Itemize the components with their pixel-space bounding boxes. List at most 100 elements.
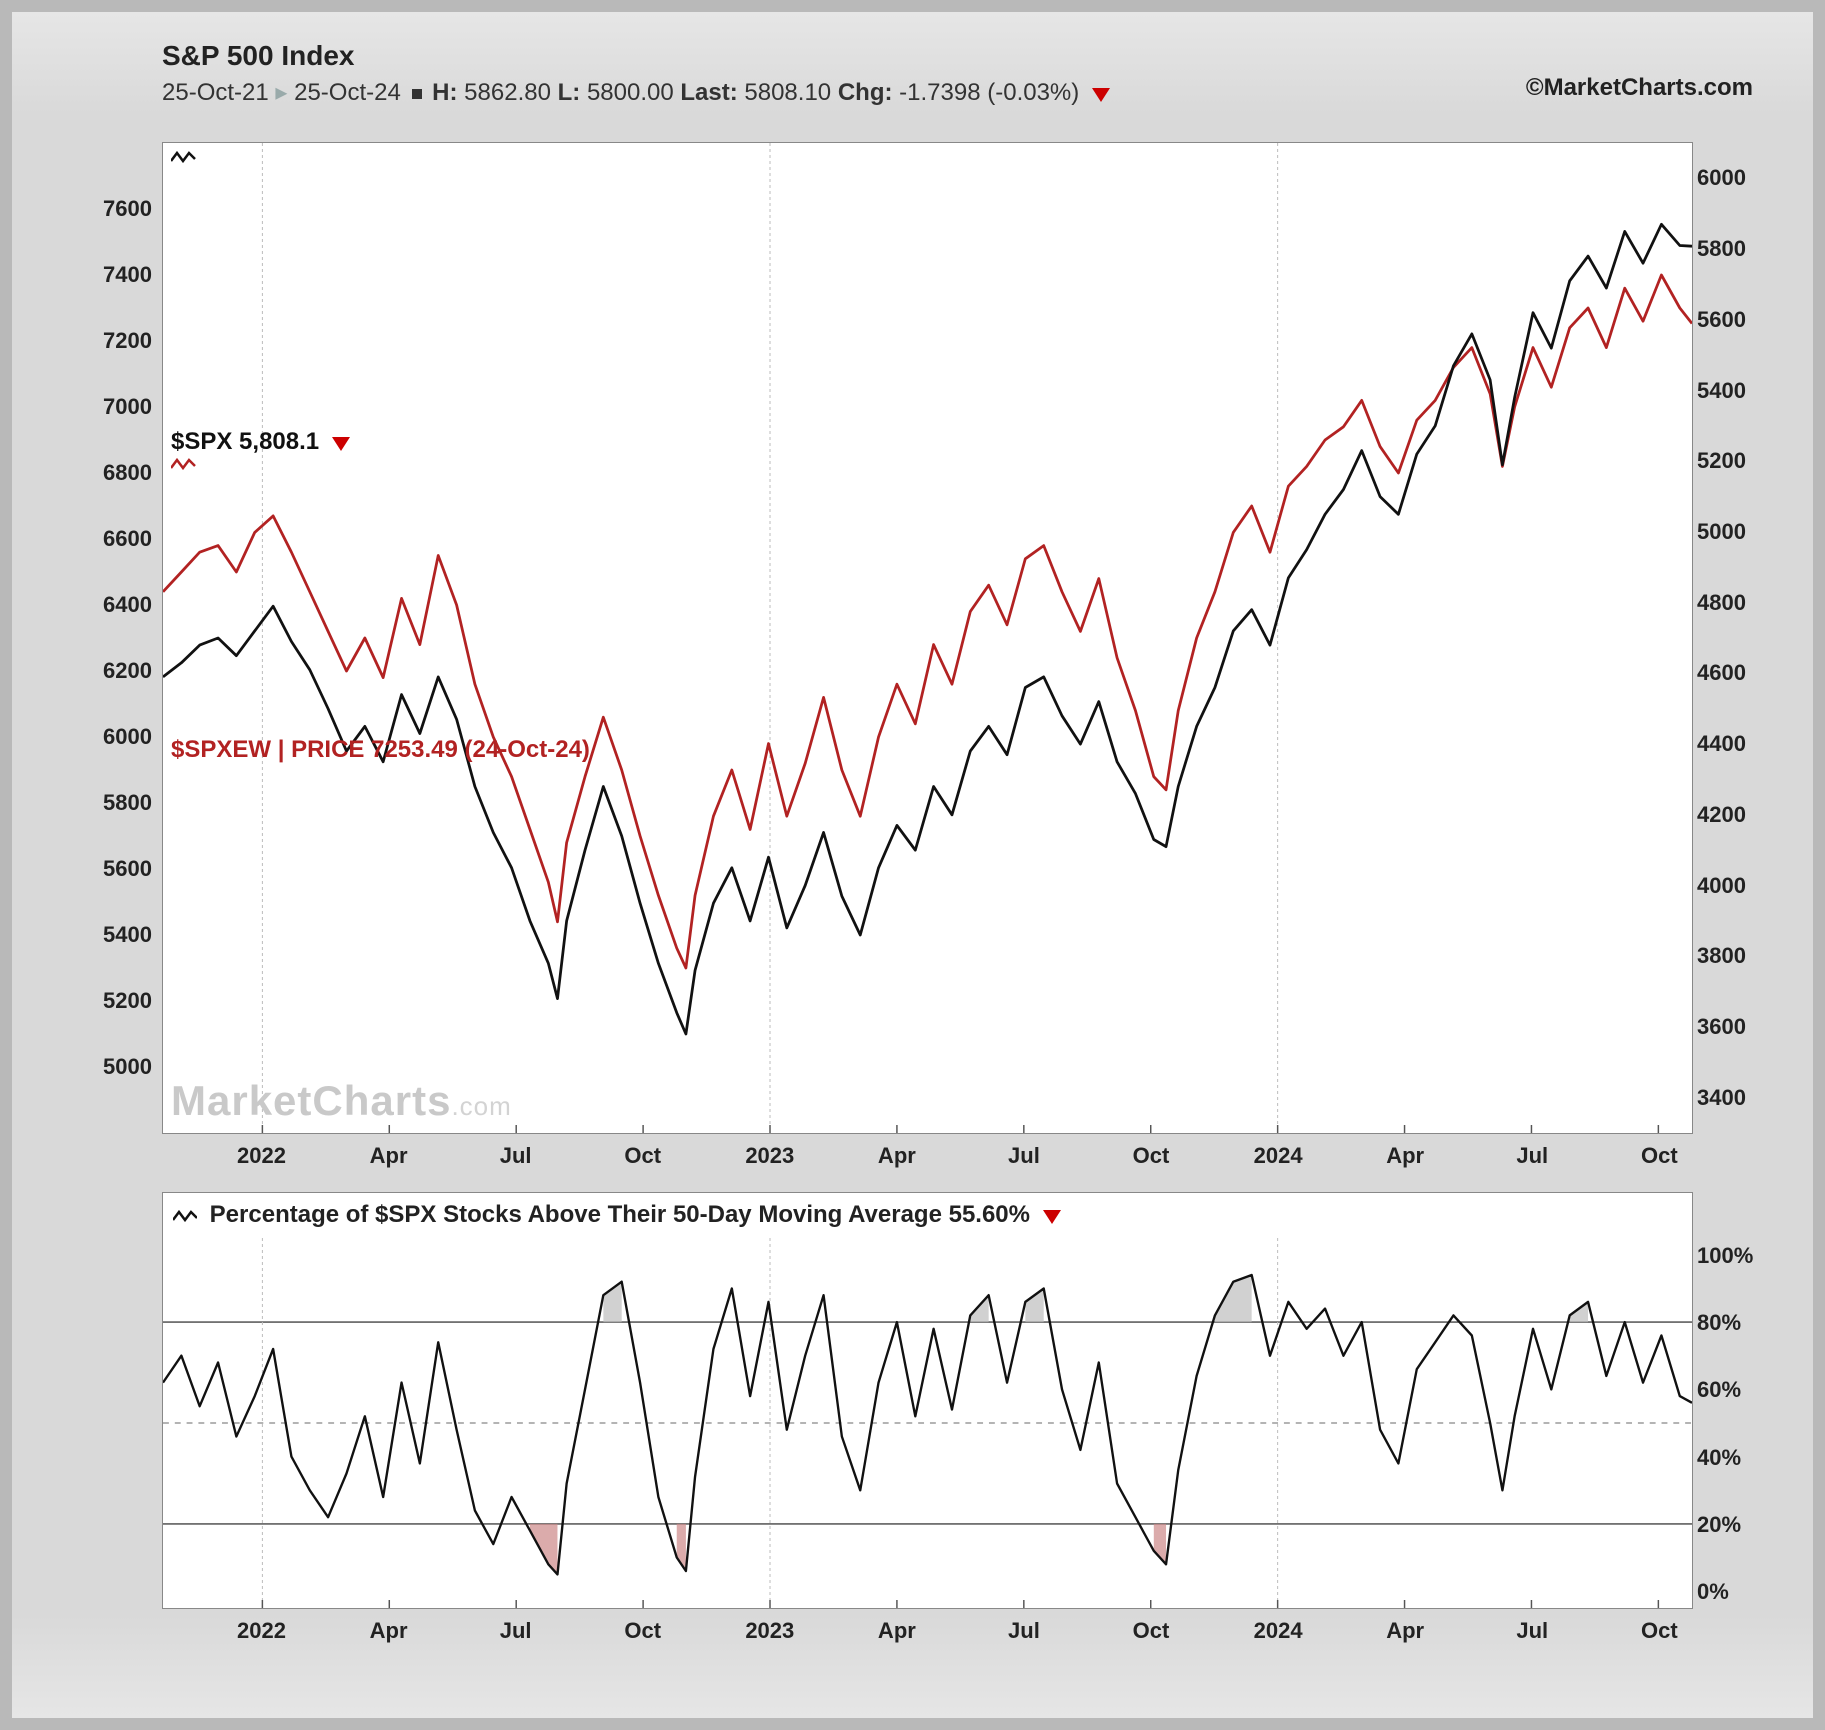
left-y-tick: 6600	[52, 526, 152, 552]
indicator-y-tick: 40%	[1697, 1445, 1787, 1471]
last-label: Last:	[680, 79, 737, 106]
chart-subheader: 25-Oct-21 ▸ 25-Oct-24 H: 5862.80 L: 5800…	[162, 78, 1753, 107]
x-tick: 2024	[1254, 1143, 1303, 1169]
square-icon	[412, 89, 422, 99]
x-tick: Oct	[624, 1618, 661, 1644]
date-from: 25-Oct-21	[162, 79, 269, 106]
main-price-chart: $SPX 5,808.1 $SPXEW | PRICE 7253.49 (24-…	[162, 142, 1693, 1134]
indicator-y-tick: 100%	[1697, 1243, 1787, 1269]
watermark: MarketCharts.com	[171, 1077, 512, 1125]
left-y-tick: 7600	[52, 196, 152, 222]
x-tick: Apr	[370, 1143, 408, 1169]
legend-spxew-price-label: | PRICE	[278, 736, 365, 763]
chg-value: -1.7398	[899, 79, 980, 106]
right-y-tick: 4400	[1697, 731, 1787, 757]
x-tick: Jul	[500, 1618, 532, 1644]
indicator-chart	[162, 1238, 1693, 1609]
right-y-tick: 3800	[1697, 943, 1787, 969]
right-y-tick: 5400	[1697, 378, 1787, 404]
x-tick: Apr	[1386, 1618, 1424, 1644]
chg-pct: (-0.03%)	[987, 79, 1079, 106]
x-tick: Jul	[1008, 1618, 1040, 1644]
legend-spxew-date: (24-Oct-24)	[465, 736, 590, 763]
spx-wiggle-icon	[171, 149, 590, 428]
last-value: 5808.10	[744, 79, 831, 106]
watermark-main: MarketCharts	[171, 1077, 451, 1124]
left-y-tick: 6800	[52, 460, 152, 486]
x-tick: Oct	[1641, 1618, 1678, 1644]
spxew-wiggle-icon	[171, 456, 590, 735]
right-y-tick: 5200	[1697, 448, 1787, 474]
legend-spxew: $SPXEW | PRICE 7253.49 (24-Oct-24)	[171, 456, 590, 763]
left-y-tick: 5200	[52, 988, 152, 1014]
date-to: 25-Oct-24	[294, 79, 401, 106]
indicator-y-tick: 0%	[1697, 1579, 1787, 1605]
right-y-tick: 5000	[1697, 519, 1787, 545]
right-y-tick: 4800	[1697, 590, 1787, 616]
chart-frame: S&P 500 Index 25-Oct-21 ▸ 25-Oct-24 H: 5…	[0, 0, 1825, 1730]
date-arrow-icon: ▸	[275, 79, 294, 106]
right-y-tick: 5800	[1697, 236, 1787, 262]
indicator-y-tick: 80%	[1697, 1310, 1787, 1336]
chart-header: S&P 500 Index 25-Oct-21 ▸ 25-Oct-24 H: 5…	[162, 40, 1753, 118]
legend-spxew-symbol: $SPXEW	[171, 736, 271, 763]
watermark-suffix: .com	[451, 1091, 511, 1121]
high-label: H:	[432, 79, 457, 106]
chart-legend: $SPX 5,808.1 $SPXEW | PRICE 7253.49 (24-…	[171, 149, 590, 764]
indicator-header: Percentage of $SPX Stocks Above Their 50…	[162, 1192, 1693, 1238]
x-tick: 2022	[237, 1618, 286, 1644]
legend-spx: $SPX 5,808.1	[171, 149, 590, 456]
left-y-tick: 7400	[52, 262, 152, 288]
legend-spx-value: 5,808.1	[239, 428, 319, 455]
x-tick: Apr	[1386, 1143, 1424, 1169]
indicator-value: 55.60%	[949, 1201, 1030, 1228]
low-label: L:	[558, 79, 581, 106]
low-value: 5800.00	[587, 79, 674, 106]
left-y-tick: 6400	[52, 592, 152, 618]
x-tick: 2024	[1254, 1618, 1303, 1644]
right-y-tick: 5600	[1697, 307, 1787, 333]
x-tick: Jul	[500, 1143, 532, 1169]
high-value: 5862.80	[464, 79, 551, 106]
x-tick: 2022	[237, 1143, 286, 1169]
main-x-axis-labels: 2022 Apr Jul Oct 2023 Apr Jul Oct 2024 Apr Jul Oct	[162, 1137, 1693, 1177]
chg-label: Chg:	[838, 79, 893, 106]
right-y-tick: 3600	[1697, 1014, 1787, 1040]
indicator-wiggle-icon	[173, 1208, 197, 1224]
x-tick: Jul	[1516, 1618, 1548, 1644]
right-y-tick: 4200	[1697, 802, 1787, 828]
left-y-tick: 7000	[52, 394, 152, 420]
x-tick: Oct	[624, 1143, 661, 1169]
left-y-tick: 7200	[52, 328, 152, 354]
legend-spx-symbol: $SPX	[171, 428, 232, 455]
left-y-tick: 5800	[52, 790, 152, 816]
x-tick: Apr	[878, 1143, 916, 1169]
x-tick: Oct	[1133, 1143, 1170, 1169]
left-y-tick: 5400	[52, 922, 152, 948]
x-tick: Jul	[1008, 1143, 1040, 1169]
x-tick: 2023	[745, 1618, 794, 1644]
x-tick: 2023	[745, 1143, 794, 1169]
x-tick: Oct	[1641, 1143, 1678, 1169]
left-y-tick: 6000	[52, 724, 152, 750]
right-y-tick: 4600	[1697, 660, 1787, 686]
x-tick: Apr	[878, 1618, 916, 1644]
indicator-y-tick: 60%	[1697, 1377, 1787, 1403]
left-y-tick: 5000	[52, 1054, 152, 1080]
left-y-tick: 5600	[52, 856, 152, 882]
down-triangle-icon	[1092, 88, 1110, 102]
indicator-chart-svg	[163, 1238, 1692, 1608]
x-tick: Oct	[1133, 1618, 1170, 1644]
right-y-tick: 3400	[1697, 1085, 1787, 1111]
indicator-y-tick: 20%	[1697, 1512, 1787, 1538]
indicator-x-axis-labels: 2022 Apr Jul Oct 2023 Apr Jul Oct 2024 Apr Jul Oct	[162, 1612, 1693, 1652]
x-tick: Jul	[1516, 1143, 1548, 1169]
right-y-tick: 6000	[1697, 165, 1787, 191]
indicator-title: Percentage of $SPX Stocks Above Their 50…	[210, 1201, 942, 1228]
x-tick: Apr	[370, 1618, 408, 1644]
left-y-tick: 6200	[52, 658, 152, 684]
down-triangle-icon	[1043, 1210, 1061, 1224]
right-y-tick: 4000	[1697, 873, 1787, 899]
copyright-text: ©MarketCharts.com	[1526, 74, 1753, 102]
chart-title: S&P 500 Index	[162, 40, 1753, 72]
